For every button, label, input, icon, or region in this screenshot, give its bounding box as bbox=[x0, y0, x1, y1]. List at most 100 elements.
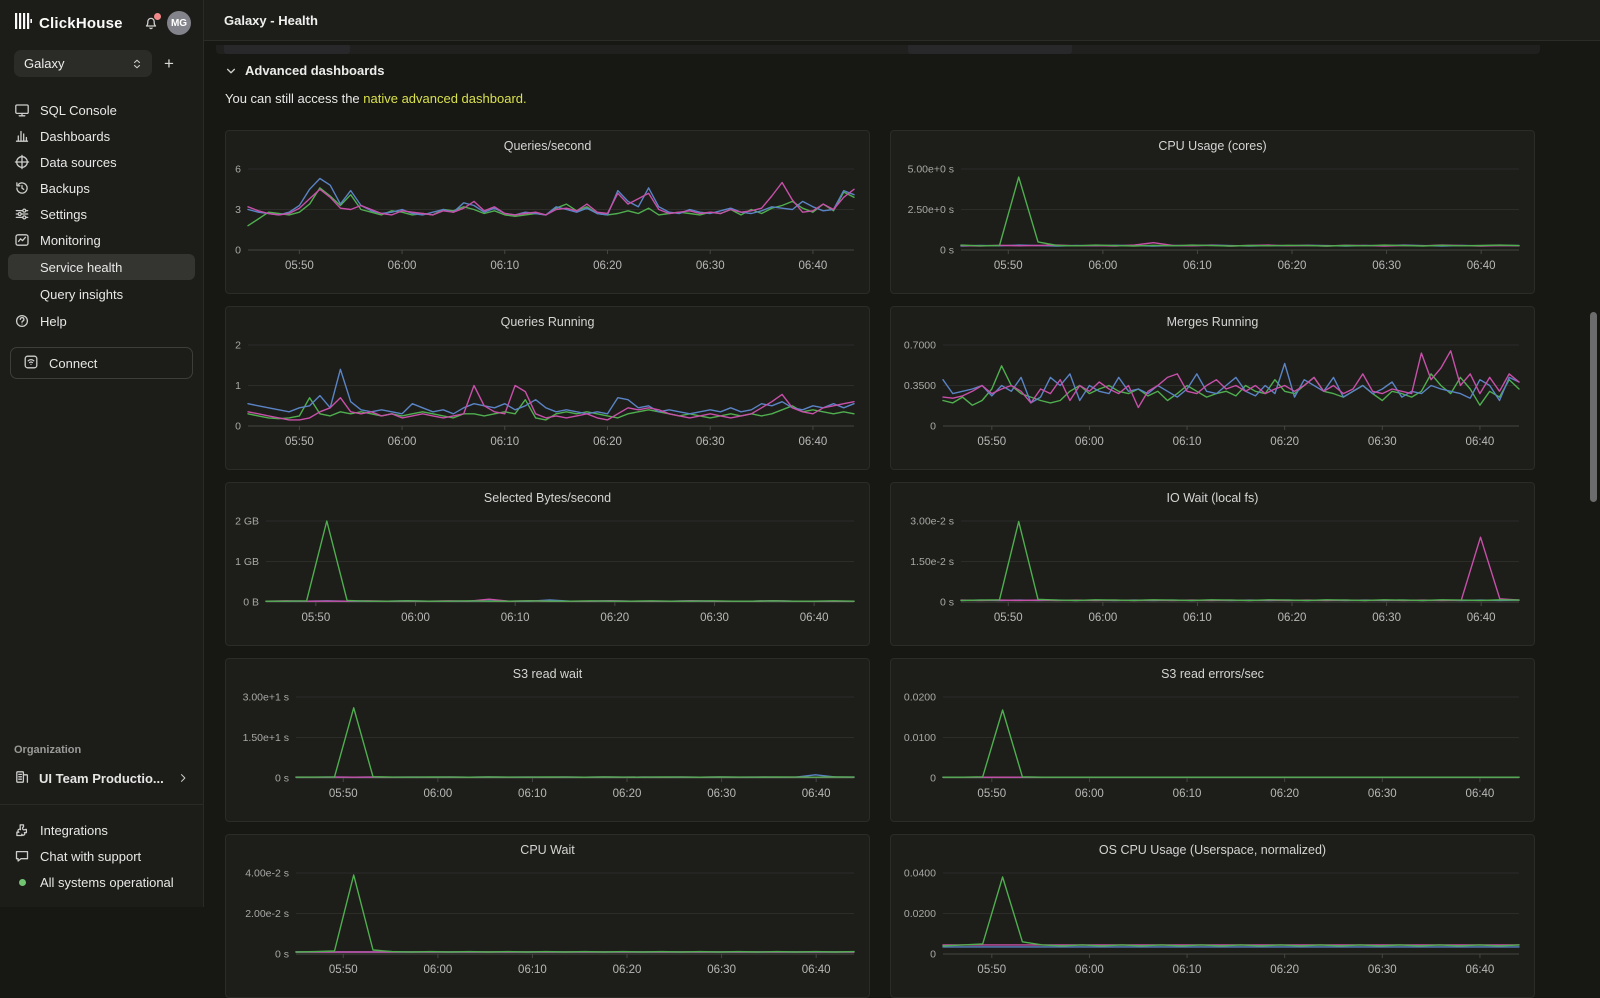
x-tick-label: 06:00 bbox=[1088, 260, 1117, 272]
x-tick-label: 06:20 bbox=[1270, 964, 1299, 976]
x-tick-label: 05:50 bbox=[977, 788, 1006, 800]
sidebar-item-sql-console[interactable]: SQL Console bbox=[0, 97, 203, 123]
y-tick-label: 0 bbox=[235, 421, 241, 433]
sidebar-item-monitoring[interactable]: Monitoring bbox=[0, 227, 203, 253]
x-tick-label: 06:00 bbox=[1075, 964, 1104, 976]
avatar[interactable]: MG bbox=[167, 11, 191, 35]
x-tick-label: 06:20 bbox=[613, 788, 642, 800]
series-line-green bbox=[943, 710, 1519, 777]
y-tick-label: 0.0100 bbox=[904, 732, 936, 744]
y-tick-label: 2.00e-2 s bbox=[245, 908, 289, 920]
x-tick-label: 05:50 bbox=[329, 964, 358, 976]
x-tick-label: 06:20 bbox=[600, 612, 629, 624]
y-tick-label: 1.50e-2 s bbox=[910, 556, 954, 568]
y-tick-label: 0 B bbox=[243, 597, 259, 609]
notifications-button[interactable] bbox=[143, 15, 159, 31]
sidebar-item-chat-support[interactable]: Chat with support bbox=[0, 843, 203, 869]
x-tick-label: 05:50 bbox=[301, 612, 330, 624]
advanced-dashboards-toggle[interactable]: Advanced dashboards bbox=[225, 63, 384, 78]
sidebar-item-dashboards[interactable]: Dashboards bbox=[0, 123, 203, 149]
x-tick-label: 06:00 bbox=[388, 260, 417, 272]
x-tick-label: 05:50 bbox=[285, 260, 314, 272]
y-tick-label: 3.00e+1 s bbox=[243, 692, 289, 704]
x-tick-label: 06:20 bbox=[593, 260, 622, 272]
y-tick-label: 0 s bbox=[275, 773, 289, 785]
notice-prefix: You can still access the bbox=[225, 91, 363, 106]
y-tick-label: 0 s bbox=[275, 949, 289, 961]
sidebar-item-service-health[interactable]: Service health bbox=[8, 254, 195, 280]
sidebar-item-data-sources[interactable]: Data sources bbox=[0, 149, 203, 175]
x-tick-label: 06:40 bbox=[799, 436, 828, 448]
y-tick-label: 3.00e-2 s bbox=[910, 516, 954, 528]
sidebar-item-label: Monitoring bbox=[40, 233, 101, 248]
series-line-green bbox=[961, 522, 1519, 601]
sidebar-item-settings[interactable]: Settings bbox=[0, 201, 203, 227]
series-line-green bbox=[961, 177, 1519, 246]
y-tick-label: 0 bbox=[930, 421, 936, 433]
status-ok-dot bbox=[19, 879, 26, 886]
x-tick-label: 06:30 bbox=[707, 788, 736, 800]
x-tick-label: 06:20 bbox=[1278, 612, 1307, 624]
connect-label: Connect bbox=[49, 356, 97, 371]
scrolled-content-remnant bbox=[216, 45, 1540, 54]
x-tick-label: 06:40 bbox=[800, 612, 829, 624]
sidebar-item-integrations[interactable]: Integrations bbox=[0, 817, 203, 843]
series-line-green bbox=[296, 708, 854, 777]
y-tick-label: 0 bbox=[930, 773, 936, 785]
y-tick-label: 1 GB bbox=[235, 556, 259, 568]
service-selector[interactable]: Galaxy bbox=[14, 50, 152, 77]
x-tick-label: 06:40 bbox=[799, 260, 828, 272]
x-tick-label: 06:00 bbox=[423, 788, 452, 800]
x-tick-label: 06:20 bbox=[1278, 260, 1307, 272]
y-tick-label: 0 bbox=[930, 949, 936, 961]
sidebar-item-query-insights[interactable]: Query insights bbox=[8, 281, 195, 307]
y-tick-label: 5.00e+0 s bbox=[908, 164, 954, 176]
x-tick-label: 06:10 bbox=[501, 612, 530, 624]
organization-switcher[interactable]: UI Team Productio... bbox=[0, 765, 203, 791]
sidebar-item-backups[interactable]: Backups bbox=[0, 175, 203, 201]
x-tick-label: 06:20 bbox=[593, 436, 622, 448]
native-dashboard-link[interactable]: native advanced dashboard. bbox=[363, 91, 526, 106]
sidebar: ClickHouse MG Galaxy + SQL Console bbox=[0, 0, 204, 907]
sidebar-header: ClickHouse MG bbox=[0, 0, 203, 41]
y-tick-label: 2 GB bbox=[235, 516, 259, 528]
system-status-row[interactable]: All systems operational bbox=[0, 869, 203, 895]
x-tick-label: 05:50 bbox=[977, 436, 1006, 448]
sidebar-item-help[interactable]: Help bbox=[0, 308, 203, 334]
help-icon bbox=[14, 313, 30, 329]
x-tick-label: 06:00 bbox=[1075, 436, 1104, 448]
sql-console-icon bbox=[14, 102, 30, 118]
organization-icon bbox=[14, 769, 30, 788]
remnant-segment bbox=[908, 45, 1072, 54]
vertical-scrollbar-thumb[interactable] bbox=[1590, 312, 1597, 502]
data-sources-icon bbox=[14, 154, 30, 170]
notice-text: You can still access the native advanced… bbox=[225, 91, 527, 106]
main-content: Advanced dashboards You can still access… bbox=[204, 42, 1600, 907]
remnant-segment bbox=[224, 45, 350, 54]
x-tick-label: 06:10 bbox=[490, 260, 519, 272]
x-tick-label: 06:40 bbox=[1466, 436, 1495, 448]
connect-button[interactable]: Connect bbox=[10, 347, 193, 379]
add-service-button[interactable]: + bbox=[164, 55, 174, 72]
x-tick-label: 06:30 bbox=[1368, 788, 1397, 800]
x-tick-label: 05:50 bbox=[285, 436, 314, 448]
x-tick-label: 06:20 bbox=[1270, 788, 1299, 800]
sidebar-subitem-label: Service health bbox=[40, 260, 122, 275]
sidebar-item-label: Help bbox=[40, 314, 67, 329]
